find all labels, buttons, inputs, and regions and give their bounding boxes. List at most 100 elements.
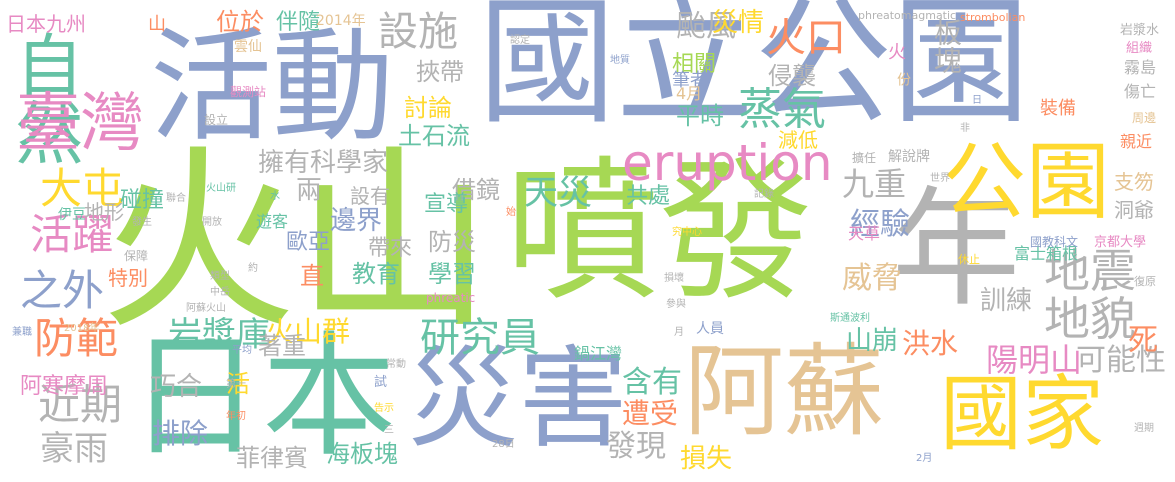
word: 經驗 [850,207,910,242]
word: 天災 [524,173,592,213]
word: 組織 [1126,41,1153,56]
word: 4月 [676,84,703,103]
word: 記錄 [754,189,774,200]
word: 設立 [204,113,229,127]
word: 相關 [672,52,717,77]
word: 國立公園 [478,0,1031,143]
word: 究中心 [672,227,702,238]
word: 試 [374,375,388,390]
word: 2月 [916,453,933,464]
word: 週期 [1134,423,1154,434]
word: 蒸氣 [738,84,826,135]
word: 觀測站 [230,85,267,99]
word: 防災 [428,228,476,256]
word: 擴任 [852,151,877,165]
word: 遭受 [622,397,679,430]
word: 自然 [3,30,82,166]
word: 休止 [958,253,980,266]
word: 設有 [350,184,390,208]
word: 岩漿水 [1120,23,1160,38]
word: 類型 [210,271,230,282]
word: 宣導 [424,192,469,217]
word: 防範 [34,314,119,363]
word: 天草 [848,224,881,243]
word: 常動 [386,359,406,370]
word: phreatic [426,291,476,305]
word: 帶來 [368,236,413,261]
word: 地貌 [1044,292,1136,346]
word: 臺灣 [16,87,144,161]
word: 雲仙 [234,39,262,55]
word: 復原 [1134,275,1156,288]
word: 三 [384,425,394,436]
word: 岩漿庫 [168,315,270,355]
word: 日本 [128,319,397,475]
word: 洪水 [902,327,959,360]
word: 侵襲 [768,62,816,90]
word: 伴隨 [276,10,321,35]
word: 近期 [38,380,123,429]
word: 國家 [940,367,1105,462]
word: 陽明山 [986,341,1083,379]
word: strombolian [960,11,1026,24]
word: 告示 [374,403,394,414]
word: 中岳 [210,287,230,298]
word: 認定 [510,35,530,46]
word: 國教科文 [1030,235,1079,249]
word: 阿寒摩周 [20,374,109,399]
word: 直 [300,262,324,290]
word: 颱風 [676,9,736,44]
word: 水 [270,191,280,202]
word: 火口 [766,15,846,61]
word: 日本九州 [6,12,86,36]
word: 周邊 [1132,111,1157,125]
word: 教育 [352,260,400,288]
word: 著重 [258,332,306,360]
word: 兼職 [12,327,32,338]
word: 之外 [20,266,105,315]
word: 聯合 [166,193,186,204]
word: 豪雨 [40,429,108,469]
word: 2018年 [64,323,100,334]
word: 擁有科學家 [258,148,389,178]
word: 地震 [1044,244,1136,298]
word: 阿蘇火山 [186,303,226,314]
word: 威脅 [842,261,902,296]
word: 大屯 [40,164,125,213]
word: 始 [506,207,516,218]
word: 損壞 [664,273,684,284]
word: 日 [972,95,982,106]
word: 山 [145,14,166,32]
word: 噴發 [505,143,814,322]
word: 份 [895,72,911,86]
word: 死 [1128,323,1158,358]
word: 發現 [606,429,666,464]
word: 火 [885,42,906,60]
word: 約 [248,263,258,274]
word: 挾帶 [416,58,464,86]
word: 開放 [202,217,222,228]
word: phreatomagmatic [858,9,957,22]
word: 火山 [100,128,493,356]
word: 活躍 [30,210,115,259]
word: 世界 [930,173,950,184]
word: 碰撞 [120,188,165,213]
word: 損失 [680,444,733,474]
word: 保障 [124,249,149,263]
word: 霧島 [1124,58,1157,77]
word: 借鏡 [452,176,500,204]
word: 人員 [696,321,724,337]
word: 鍋江灣 [574,344,623,363]
word: 菲律賓 [236,444,308,472]
word: 參與 [666,299,686,310]
word: 年 [892,175,1021,324]
word: 遊客 [256,212,289,231]
word: 土石流 [398,122,470,150]
word: 九重 [842,165,907,203]
word: 巧合 [150,372,203,402]
word: 伊豆 [58,207,86,223]
word: 學習 [428,260,476,288]
word: 災害 [408,335,628,463]
word: 第一 [226,379,246,390]
